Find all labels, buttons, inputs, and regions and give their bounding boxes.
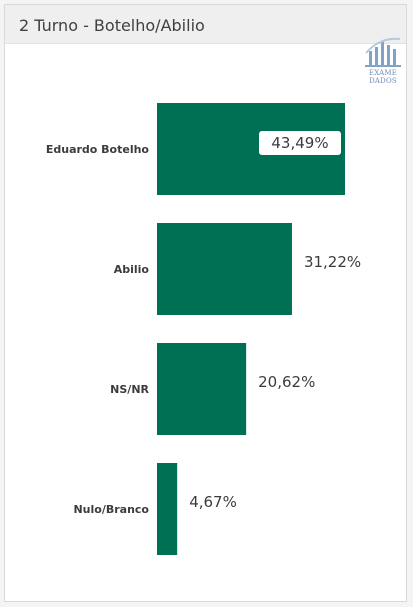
logo-text-top: EXAME — [368, 69, 398, 77]
data-label: 31,22% — [304, 253, 361, 271]
chart-card: 2 Turno - Botelho/Abilio EXAME DADOS Edu… — [4, 4, 407, 602]
data-label: 43,49% — [271, 134, 328, 152]
chart-header: 2 Turno - Botelho/Abilio — [5, 5, 406, 44]
data-label: 4,67% — [189, 493, 237, 511]
category-label: NS/NR — [110, 383, 149, 396]
bar[interactable] — [157, 223, 292, 315]
exame-dados-logo: EXAME DADOS — [360, 29, 406, 93]
data-label-box — [259, 131, 341, 155]
bar[interactable] — [157, 463, 178, 555]
chart-title: 2 Turno - Botelho/Abilio — [19, 16, 205, 35]
category-label: Eduardo Botelho — [46, 143, 150, 156]
bar[interactable] — [157, 343, 247, 435]
building-columns-logo-icon — [365, 37, 401, 67]
data-label: 20,62% — [258, 373, 315, 391]
category-label: Nulo/Branco — [73, 503, 149, 516]
logo-text-bottom: DADOS — [369, 77, 397, 85]
bar-chart: Eduardo Botelho 43,49% Abilio 31,22% NS/NR 20… — [46, 103, 361, 555]
category-label: Abilio — [114, 263, 150, 276]
